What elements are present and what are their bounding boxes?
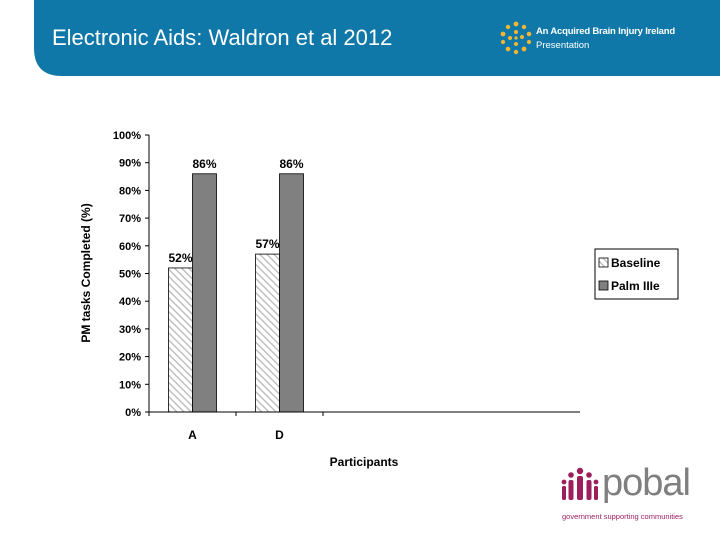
legend: Baseline Palm IIIe [594, 248, 679, 300]
bar-data-label: 86% [279, 157, 303, 171]
abi-logo: An Acquired Brain Injury Ireland Present… [498, 20, 698, 56]
legend-swatch-palm [598, 280, 609, 291]
slide-header: Electronic Aids: Waldron et al 2012 An A… [0, 0, 720, 76]
y-tick-label: 30% [119, 324, 141, 336]
y-tick-label: 100% [113, 130, 141, 142]
y-tick-label: 0% [125, 407, 141, 419]
bar-data-label: 86% [192, 157, 216, 171]
abi-dots-logo-icon [500, 21, 532, 55]
bar-palm-d [279, 173, 304, 413]
y-tick-label: 10% [119, 379, 141, 391]
pobal-wordmark: pobal [602, 462, 691, 504]
abi-logo-line2: Presentation [536, 40, 590, 51]
x-tick-label: A [188, 428, 197, 442]
pobal-logo: pobal government supporting communities [560, 462, 705, 526]
x-tick-label: D [275, 428, 284, 442]
pobal-tagline: government supporting communities [562, 512, 683, 521]
x-axis-label: Participants [330, 455, 399, 469]
bar-data-label: 52% [168, 251, 192, 265]
pobal-people-logo-icon [561, 467, 599, 500]
y-axis-label: PM tasks Completed (%) [79, 203, 93, 342]
bar-data-label: 57% [255, 237, 279, 251]
y-tick-label: 60% [119, 241, 141, 253]
legend-label-baseline: Baseline [611, 256, 661, 270]
legend-label-palm: Palm IIIe [611, 279, 660, 293]
bar-palm-a [192, 173, 217, 413]
y-tick-label: 50% [119, 269, 141, 281]
y-tick-label: 40% [119, 296, 141, 308]
legend-swatch-baseline [598, 257, 609, 268]
bar-chart-svg: 0% 10% 20% 30% 40% 50% 60% 70% 80% 90% 100% 52% 86%… [79, 130, 679, 469]
bar-baseline-d [255, 253, 280, 413]
legend-box [594, 248, 679, 300]
y-tick-label: 20% [119, 352, 141, 364]
header-banner [34, 0, 720, 76]
abi-logo-line1: An Acquired Brain Injury Ireland [536, 26, 675, 37]
bar-chart: 0% 10% 20% 30% 40% 50% 60% 70% 80% 90% 100% 52% 86%… [70, 115, 690, 480]
y-tick-label: 90% [119, 158, 141, 170]
y-tick-label: 70% [119, 213, 141, 225]
bar-baseline-a [168, 267, 193, 413]
y-tick-label: 80% [119, 185, 141, 197]
slide-title: Electronic Aids: Waldron et al 2012 [52, 25, 393, 50]
